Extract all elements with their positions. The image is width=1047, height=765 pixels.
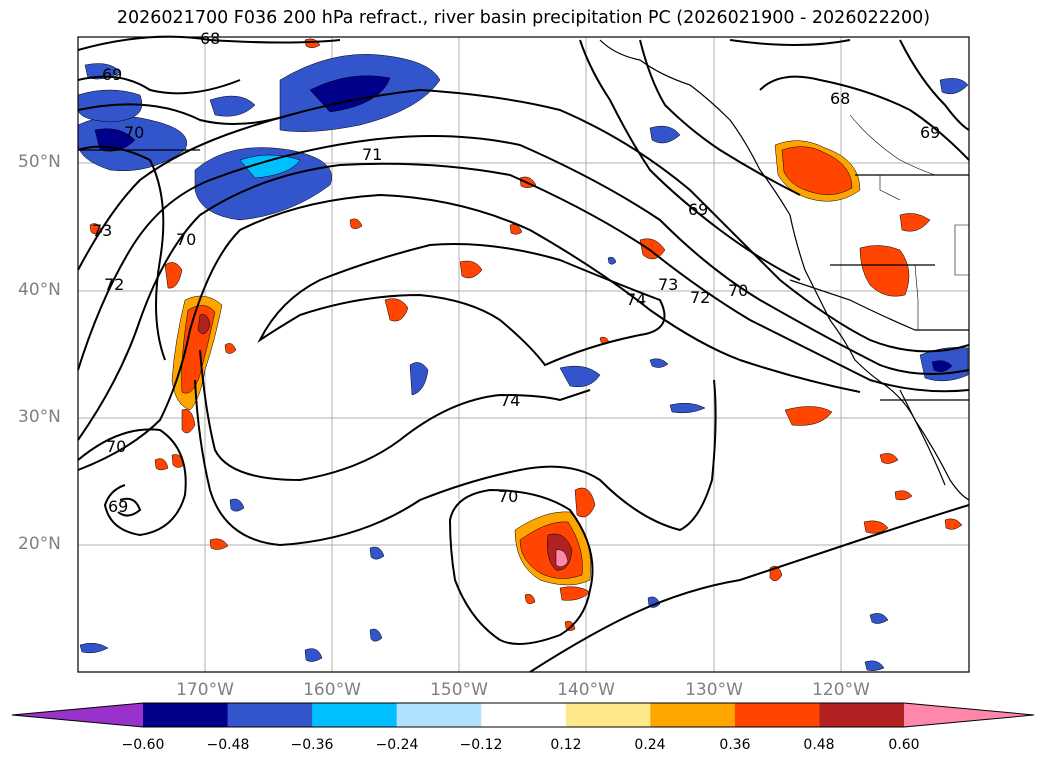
contour-label: 68 (200, 29, 220, 48)
lon-label: 160°W (303, 680, 361, 700)
colorbar-cell (565, 703, 651, 727)
colorbar-tick-label: 0.24 (634, 737, 666, 753)
contour-label: 72 (690, 288, 710, 307)
lat-label: 50°N (18, 152, 61, 172)
contour-labels: 68 69 70 71 73 70 72 69 73 74 72 70 68 6… (92, 29, 940, 516)
contour-label: 69 (108, 497, 128, 516)
lon-label: 130°W (685, 680, 743, 700)
map-title: 2026021700 F036 200 hPa refract., river … (116, 8, 931, 28)
contour-label: 70 (176, 230, 196, 249)
colorbar-tick-label: 0.48 (803, 737, 835, 753)
refractivity-contours (77, 35, 970, 673)
lon-label: 120°W (812, 680, 870, 700)
lat-label: 20°N (18, 534, 61, 554)
lon-label: 150°W (430, 680, 488, 700)
colorbar-tick-label: 0.60 (888, 737, 920, 753)
colorbar-cell (227, 703, 313, 727)
colorbar-cell (143, 703, 229, 727)
lat-label: 40°N (18, 280, 61, 300)
contour-label: 69 (688, 200, 708, 219)
positive-anomaly-regions (89, 38, 963, 631)
colorbar-cell (650, 703, 736, 727)
colorbar-cell (481, 703, 567, 727)
colorbar-extend-min (12, 703, 143, 727)
lon-label: 170°W (176, 680, 234, 700)
contour-label: 69 (920, 123, 940, 142)
colorbar-tick-label: −0.12 (459, 737, 503, 753)
colorbar (11, 702, 1035, 728)
contour-label: 70 (106, 437, 126, 456)
colorbar-extend-max (904, 703, 1034, 727)
colorbar-tick-label: 0.36 (719, 737, 751, 753)
contour-label: 70 (124, 123, 144, 142)
colorbar-cell (312, 703, 398, 727)
colorbar-tick-label: −0.60 (121, 737, 165, 753)
colorbar-tick-label: −0.48 (206, 737, 250, 753)
contour-label: 73 (92, 221, 112, 240)
colorbar-cell (734, 703, 820, 727)
contour-label: 73 (658, 275, 678, 294)
contour-label: 74 (500, 391, 520, 410)
colorbar-cell (396, 703, 482, 727)
map-panel: 68 69 70 71 73 70 72 69 73 74 72 70 68 6… (77, 29, 970, 673)
contour-label: 70 (498, 487, 518, 506)
contour-label: 71 (362, 145, 382, 164)
coastlines (78, 39, 970, 501)
colorbar-cell (819, 703, 905, 727)
lat-label: 30°N (18, 407, 61, 427)
colorbar-tick-label: −0.36 (290, 737, 334, 753)
contour-label: 69 (102, 65, 122, 84)
map-border (77, 36, 970, 673)
contour-label: 68 (830, 89, 850, 108)
contour-label: 74 (626, 290, 646, 309)
contour-label: 72 (104, 275, 124, 294)
contour-label: 70 (728, 281, 748, 300)
colorbar-tick-label: −0.24 (375, 737, 419, 753)
colorbar-tick-label: 0.12 (550, 737, 582, 753)
lon-label: 140°W (557, 680, 615, 700)
